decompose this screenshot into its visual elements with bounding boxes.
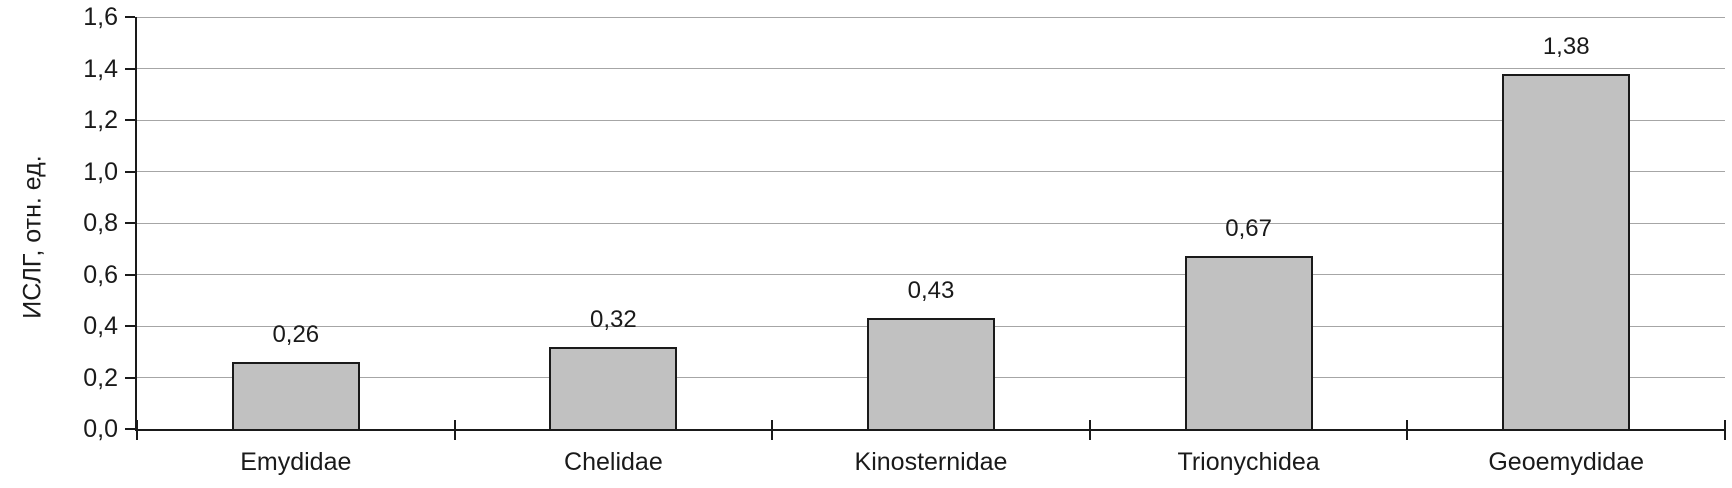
y-tick-mark [125,325,135,327]
y-tick-mark [125,67,135,70]
bar-value-label: 0,26 [272,321,320,349]
y-tick-mark [125,376,135,379]
x-tick-mark [1406,420,1409,440]
bar [867,318,995,429]
y-tick-label: 1,2 [83,106,118,134]
y-tick-label: 1,6 [83,3,118,31]
x-tick-mark [771,420,774,440]
gridline [137,274,1725,275]
y-tick-mark [125,119,135,121]
x-tick-mark [453,420,456,440]
gridline [137,171,1725,172]
gridline [137,222,1725,224]
y-tick-mark [125,273,135,276]
x-tick-mark [136,420,138,440]
y-tick-mark [125,16,135,18]
bar [231,362,360,429]
gridline [137,68,1725,69]
category-label: Chelidae [564,448,663,476]
x-tick-mark [1724,420,1726,440]
y-tick-label: 0,4 [83,312,118,340]
bar [1184,256,1313,429]
plot-area [135,16,1725,431]
gridline [137,16,1725,18]
bar-value-label: 0,67 [1225,215,1272,243]
y-tick-label: 0,2 [83,363,118,392]
gridline [137,119,1725,121]
category-label: Kinosternidae [854,448,1008,476]
bar [549,346,678,429]
y-tick-label: 0,0 [83,415,118,443]
category-label: Geoemydidae [1488,448,1645,476]
y-tick-label: 1,4 [83,54,118,83]
x-tick-mark [1088,420,1091,440]
y-tick-mark [125,428,135,430]
y-tick-label: 1,0 [83,157,118,186]
category-label: Trionychidea [1177,448,1320,476]
bar-value-label: 0,32 [590,305,637,333]
y-tick-label: 0,8 [83,209,118,237]
bar [1502,73,1631,429]
y-tick-mark [125,170,135,173]
bar-value-label: 1,38 [1542,32,1590,60]
category-label: Emydidae [240,448,352,476]
bar-value-label: 0,43 [907,277,955,305]
y-tick-mark [125,222,135,224]
y-tick-label: 0,6 [83,260,118,289]
